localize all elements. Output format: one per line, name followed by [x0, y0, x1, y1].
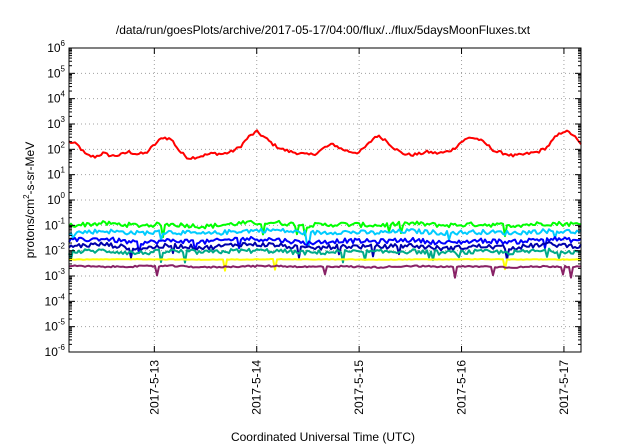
x-tick-label: 2017-5-15	[352, 360, 366, 415]
x-tick-label: 2017-5-16	[455, 360, 469, 415]
series-line-2	[68, 219, 581, 239]
series-line-1	[68, 129, 582, 160]
y-tick-label: 10-5	[45, 318, 66, 334]
y-tick-label: 10-6	[45, 343, 66, 359]
x-tick-label: 2017-5-17	[557, 360, 571, 415]
y-tick-label: 106	[47, 39, 65, 55]
y-tick-label: 101	[47, 166, 65, 182]
y-tick-label: 10-2	[45, 242, 66, 258]
chart-title: /data/run/goesPlots/archive/2017-05-17/0…	[116, 23, 531, 37]
grid	[69, 48, 581, 352]
series-line-5	[68, 241, 582, 261]
x-tick-label: 2017-5-13	[147, 360, 161, 415]
y-tick-label: 10-3	[45, 267, 66, 283]
x-axis-title: Coordinated Universal Time (UTC)	[231, 430, 415, 444]
series-lines	[68, 129, 582, 279]
y-tick-label: 103	[47, 115, 65, 131]
axis-ticks	[69, 47, 581, 353]
y-tick-label: 105	[47, 64, 65, 80]
series-line-4	[68, 235, 582, 254]
x-tick-labels: 2017-5-13 2017-5-14 2017-5-15 2017-5-16 2017…	[147, 360, 571, 415]
y-tick-labels: 10-6 10-5 10-4 10-3 10-2 10-1 100 101 102 103 104 1…	[45, 39, 66, 359]
series-line-7	[69, 258, 582, 272]
series-line-6	[68, 247, 582, 264]
y-tick-label: 102	[47, 140, 65, 156]
y-tick-label: 100	[47, 191, 65, 207]
series-line-8	[68, 264, 582, 279]
y-tick-label: 104	[47, 90, 65, 106]
y-tick-label: 10-1	[45, 216, 66, 232]
x-tick-label: 2017-5-14	[250, 360, 264, 415]
series-line-3	[68, 227, 582, 247]
y-axis-title: protons/cm2-s-sr-MeV	[22, 142, 37, 258]
y-tick-label: 10-4	[45, 292, 66, 308]
